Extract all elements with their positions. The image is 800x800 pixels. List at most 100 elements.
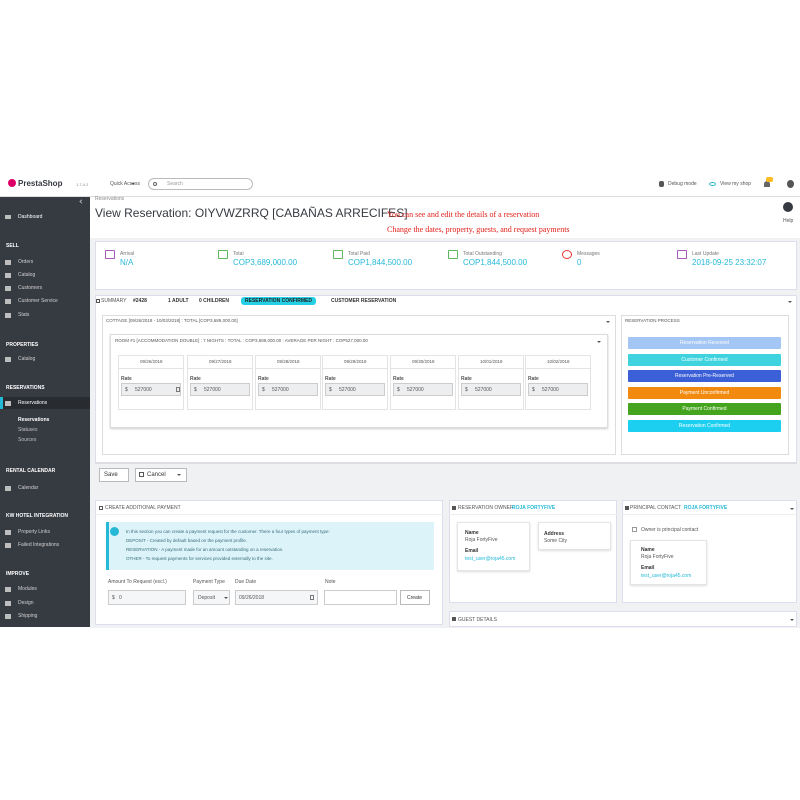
nav-icon [5, 299, 11, 304]
nav-item[interactable]: Catalog [18, 356, 36, 362]
nav-section: IMPROVE [6, 571, 30, 577]
process-step[interactable] [628, 337, 781, 349]
rate-input[interactable] [121, 383, 181, 396]
nav-subitem[interactable]: Reservations [18, 417, 50, 423]
nav-icon [5, 313, 11, 318]
kpi-icon [562, 250, 572, 259]
cancel[interactable]: Cancel [147, 472, 166, 478]
nav-item[interactable]: Design [18, 600, 34, 606]
panel-icon [452, 617, 456, 621]
amount-input[interactable] [108, 590, 186, 605]
help-icon[interactable] [783, 202, 793, 212]
property-box [102, 315, 616, 455]
nav-item[interactable]: Dashboard [18, 214, 43, 220]
rate-input[interactable] [190, 383, 250, 396]
nav-item[interactable]: Reservations [18, 400, 48, 406]
debug-icon [659, 181, 664, 187]
nav-icon [5, 614, 11, 619]
process-step[interactable] [628, 403, 781, 415]
rate-input[interactable] [461, 383, 521, 396]
nav-subitem[interactable]: Sources [18, 437, 37, 443]
nav-item[interactable]: Customer Service [18, 298, 58, 304]
currency: $ [262, 387, 265, 393]
quick-access[interactable]: Quick Access [110, 181, 141, 187]
view-shop[interactable]: View my shop [720, 181, 752, 187]
kpi-value: COP3,689,000.00 [233, 258, 298, 267]
adults: 1 ADULT [168, 298, 189, 304]
avatar[interactable] [787, 180, 794, 188]
nav-item[interactable]: Customers [18, 285, 43, 291]
info-line: RESERVATION - A payment made for an amou… [126, 547, 284, 552]
type-select[interactable] [193, 590, 230, 605]
day-cell [322, 355, 388, 410]
rate-input[interactable] [258, 383, 318, 396]
process-step[interactable] [628, 386, 781, 399]
bell-icon[interactable] [764, 181, 770, 187]
create-button[interactable] [400, 590, 430, 605]
due-input[interactable] [235, 590, 318, 605]
rate-label: Rate [393, 376, 404, 382]
nav-section: PROPERTIES [6, 342, 39, 348]
field-label: Amount To Request (excl.) [108, 579, 167, 585]
panel-icon [625, 506, 629, 510]
panel-divider [95, 514, 443, 515]
create[interactable]: Create [407, 595, 423, 601]
process-step[interactable] [628, 419, 781, 432]
nav-item[interactable]: Catalog [18, 272, 36, 278]
day-divider [255, 368, 321, 369]
day-divider [322, 368, 388, 369]
nav-icon [5, 401, 11, 406]
process-step-label[interactable]: Payment Unconfirmed [679, 389, 730, 396]
kpi-value: 0 [577, 258, 582, 267]
contact-card [630, 540, 707, 585]
kpi-value: N/A [120, 258, 134, 267]
process-step-label[interactable]: Reservation Pre-Reserved [675, 373, 734, 379]
nav-section: RESERVATIONS [6, 385, 45, 391]
breadcrumb[interactable]: Reservations [95, 196, 125, 202]
caret [131, 183, 135, 185]
process-step[interactable] [628, 353, 781, 366]
nav-item[interactable]: Property Links [18, 529, 50, 535]
sidebar [0, 197, 90, 627]
panel-divider [622, 514, 797, 515]
kpi-value: 2018-09-25 23:32:07 [692, 258, 767, 267]
nav-item[interactable]: Orders [18, 259, 34, 265]
rate-input[interactable] [393, 383, 453, 396]
help[interactable]: Help [783, 218, 794, 224]
day-divider [118, 368, 184, 369]
kpi-icon [218, 250, 228, 259]
day-cell [255, 355, 321, 410]
process-step[interactable] [628, 370, 781, 382]
nav-item[interactable]: Calendar [18, 485, 39, 491]
guest-title: GUEST DETAILS [458, 617, 497, 623]
process-step-label[interactable]: Reservation Received [680, 340, 729, 346]
payment-title: CREATE ADDITIONAL PAYMENT [105, 505, 181, 511]
rate-label: Rate [461, 376, 472, 382]
process-step-label[interactable]: Reservation Confirmed [678, 422, 731, 429]
save[interactable]: Save [104, 472, 118, 478]
day-cell [187, 355, 253, 410]
nav-subitem[interactable]: Statuses [18, 427, 38, 433]
nav-item[interactable]: Shipping [18, 613, 38, 619]
process-step-label[interactable]: Payment Confirmed [682, 406, 727, 412]
info-line: DEPOSIT - Created by default based on th… [126, 538, 247, 543]
due-date: 09/26/2018 [239, 595, 265, 601]
children: 0 CHILDREN [199, 298, 230, 304]
nav-item[interactable]: Failed Integrations [18, 542, 60, 548]
contact-title: PRINCIPAL CONTACT [630, 505, 682, 511]
cancel-button[interactable] [135, 468, 187, 482]
owner-email[interactable]: test_user@roja45.com [465, 556, 516, 562]
kpi-label: Last Update [692, 251, 719, 257]
save-button[interactable] [99, 468, 129, 482]
debug-mode[interactable]: Debug mode [668, 181, 697, 187]
search-box[interactable] [148, 178, 253, 190]
contact-email[interactable]: test_user@roja45.com [641, 573, 692, 579]
process-step-label[interactable]: Customer Confirmed [681, 356, 728, 363]
nav-item[interactable]: Modules [18, 586, 37, 592]
note-input[interactable] [324, 590, 397, 605]
checkbox[interactable] [632, 527, 637, 532]
rate-input[interactable] [528, 383, 588, 396]
page-title: View Reservation: OIYVWZRRQ [CABAÑAS ARR… [95, 206, 408, 220]
rate-input[interactable] [325, 383, 385, 396]
nav-item[interactable]: Stats [18, 312, 30, 318]
